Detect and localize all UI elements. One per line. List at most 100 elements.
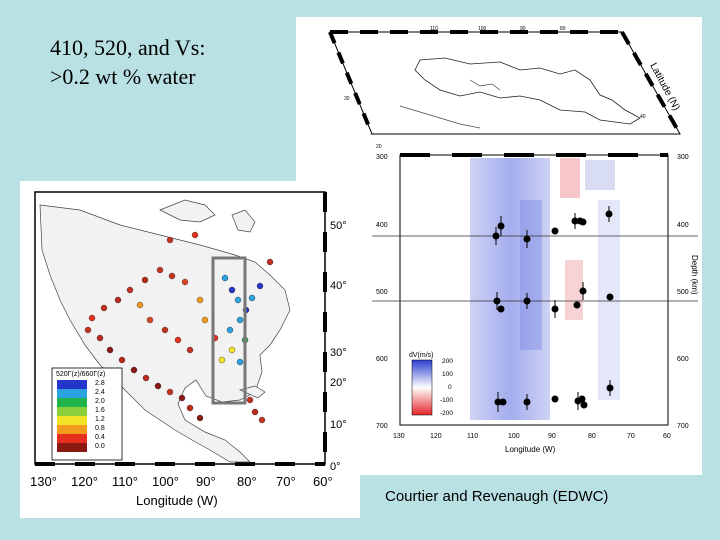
station-marker xyxy=(141,276,149,284)
data-point xyxy=(579,218,587,226)
map-right-border xyxy=(620,31,682,135)
section-x-label: Longitude (W) xyxy=(505,445,556,454)
colorbar-gradient xyxy=(411,359,433,416)
station-marker xyxy=(246,396,254,404)
station-marker xyxy=(221,274,229,282)
depth-tick-label: 300 xyxy=(677,154,689,161)
map-lon-label: 80 xyxy=(560,26,566,32)
lon-tick-label: 70 xyxy=(627,433,635,440)
labrador-coast xyxy=(231,209,256,233)
weak-fast-patch xyxy=(585,160,615,190)
station-marker xyxy=(218,356,226,364)
station-marker xyxy=(136,301,144,309)
legend-swatch xyxy=(57,389,87,398)
data-point xyxy=(551,305,559,313)
map-lat-label: 20 xyxy=(376,144,382,150)
legend-value: 2.8 xyxy=(95,380,105,387)
title-line-1: 410, 520, and Vs: xyxy=(50,35,206,60)
data-point xyxy=(580,401,588,409)
station-marker xyxy=(118,356,126,364)
high-velocity-core xyxy=(520,200,542,350)
legend-swatch xyxy=(57,416,87,425)
station-marker xyxy=(251,408,259,416)
station-marker xyxy=(186,404,194,412)
legend-value: 0.0 xyxy=(95,443,105,450)
lat-label: 50° xyxy=(330,220,347,232)
lon-tick-label: 80 xyxy=(588,433,596,440)
lon-tick-label: 130 xyxy=(393,433,405,440)
left-figure: 520Γ(z)/660Γ(z) 2.8 2.4 2.0 1.6 1.2 0.8 … xyxy=(20,181,360,518)
legend-swatch xyxy=(57,425,87,434)
data-point xyxy=(551,395,559,403)
station-marker xyxy=(258,416,266,424)
station-marker xyxy=(236,316,244,324)
data-point xyxy=(497,305,505,313)
lat-label: 0° xyxy=(330,461,341,473)
station-marker xyxy=(196,296,204,304)
station-marker xyxy=(166,236,174,244)
legend-value: 0.8 xyxy=(95,425,105,432)
data-point xyxy=(497,222,505,230)
study-region-box xyxy=(211,256,247,405)
depth-tick-label: 600 xyxy=(677,356,689,363)
data-point xyxy=(551,227,559,235)
great-lakes xyxy=(469,79,501,91)
lat-label: 20° xyxy=(330,377,347,389)
lon-label: 120° xyxy=(71,474,98,489)
lon-tick-label: 110 xyxy=(467,433,478,440)
station-marker xyxy=(236,358,244,366)
colorbar-tick: -200 xyxy=(440,410,453,417)
legend-swatch xyxy=(57,398,87,407)
station-marker xyxy=(248,294,256,302)
data-point xyxy=(573,301,581,309)
colorbar-title: dV(m/s) xyxy=(409,352,434,359)
station-marker xyxy=(88,314,96,322)
cross-section-map: 100 110 90 80 30 20 40 Latitude (N) xyxy=(328,26,682,150)
map-lon-label: 90 xyxy=(520,26,526,32)
legend-value: 2.4 xyxy=(95,389,105,396)
station-marker xyxy=(174,336,182,344)
station-marker xyxy=(191,231,199,239)
data-point xyxy=(523,297,531,305)
station-marker xyxy=(186,346,194,354)
velocity-colorbar: dV(m/s) 200 100 0 -100 -200 xyxy=(408,348,458,420)
station-marker xyxy=(100,304,108,312)
lon-label: 90° xyxy=(196,474,216,489)
legend-swatch xyxy=(57,380,87,389)
data-point xyxy=(579,287,587,295)
legend-swatch xyxy=(57,443,87,452)
station-marker xyxy=(126,286,134,294)
title-line-2: >0.2 wt % water xyxy=(50,64,196,89)
depth-axis-label: Depth (km) xyxy=(690,255,699,295)
depth-tick-label: 300 xyxy=(376,154,388,161)
lon-label: 100° xyxy=(152,474,179,489)
station-marker xyxy=(96,334,104,342)
data-point xyxy=(606,384,614,392)
lat-label: 40° xyxy=(330,280,347,292)
colorbar-tick: 100 xyxy=(442,371,453,378)
colorbar-tick: 200 xyxy=(442,358,453,365)
station-marker xyxy=(146,316,154,324)
lon-label: 80° xyxy=(237,474,257,489)
data-point xyxy=(493,297,501,305)
data-point xyxy=(523,398,531,406)
lon-tick-label: 60 xyxy=(663,433,671,440)
longitude-ticks: 130 120 110 100 90 80 70 60 xyxy=(393,433,671,440)
data-point xyxy=(605,210,613,218)
station-marker xyxy=(234,296,242,304)
left-x-label: Longitude (W) xyxy=(136,493,218,508)
lon-label: 70° xyxy=(276,474,296,489)
data-point xyxy=(523,235,531,243)
station-marker xyxy=(226,326,234,334)
data-point xyxy=(606,293,614,301)
map-frame xyxy=(329,31,681,135)
measurement-points xyxy=(492,206,614,412)
map-left-border xyxy=(328,31,374,135)
lat-label: 30° xyxy=(330,347,347,359)
station-marker xyxy=(181,278,189,286)
map-lon-label: 110 xyxy=(430,26,438,32)
lon-tick-label: 90 xyxy=(548,433,556,440)
data-point xyxy=(492,232,500,240)
station-marker xyxy=(106,346,114,354)
